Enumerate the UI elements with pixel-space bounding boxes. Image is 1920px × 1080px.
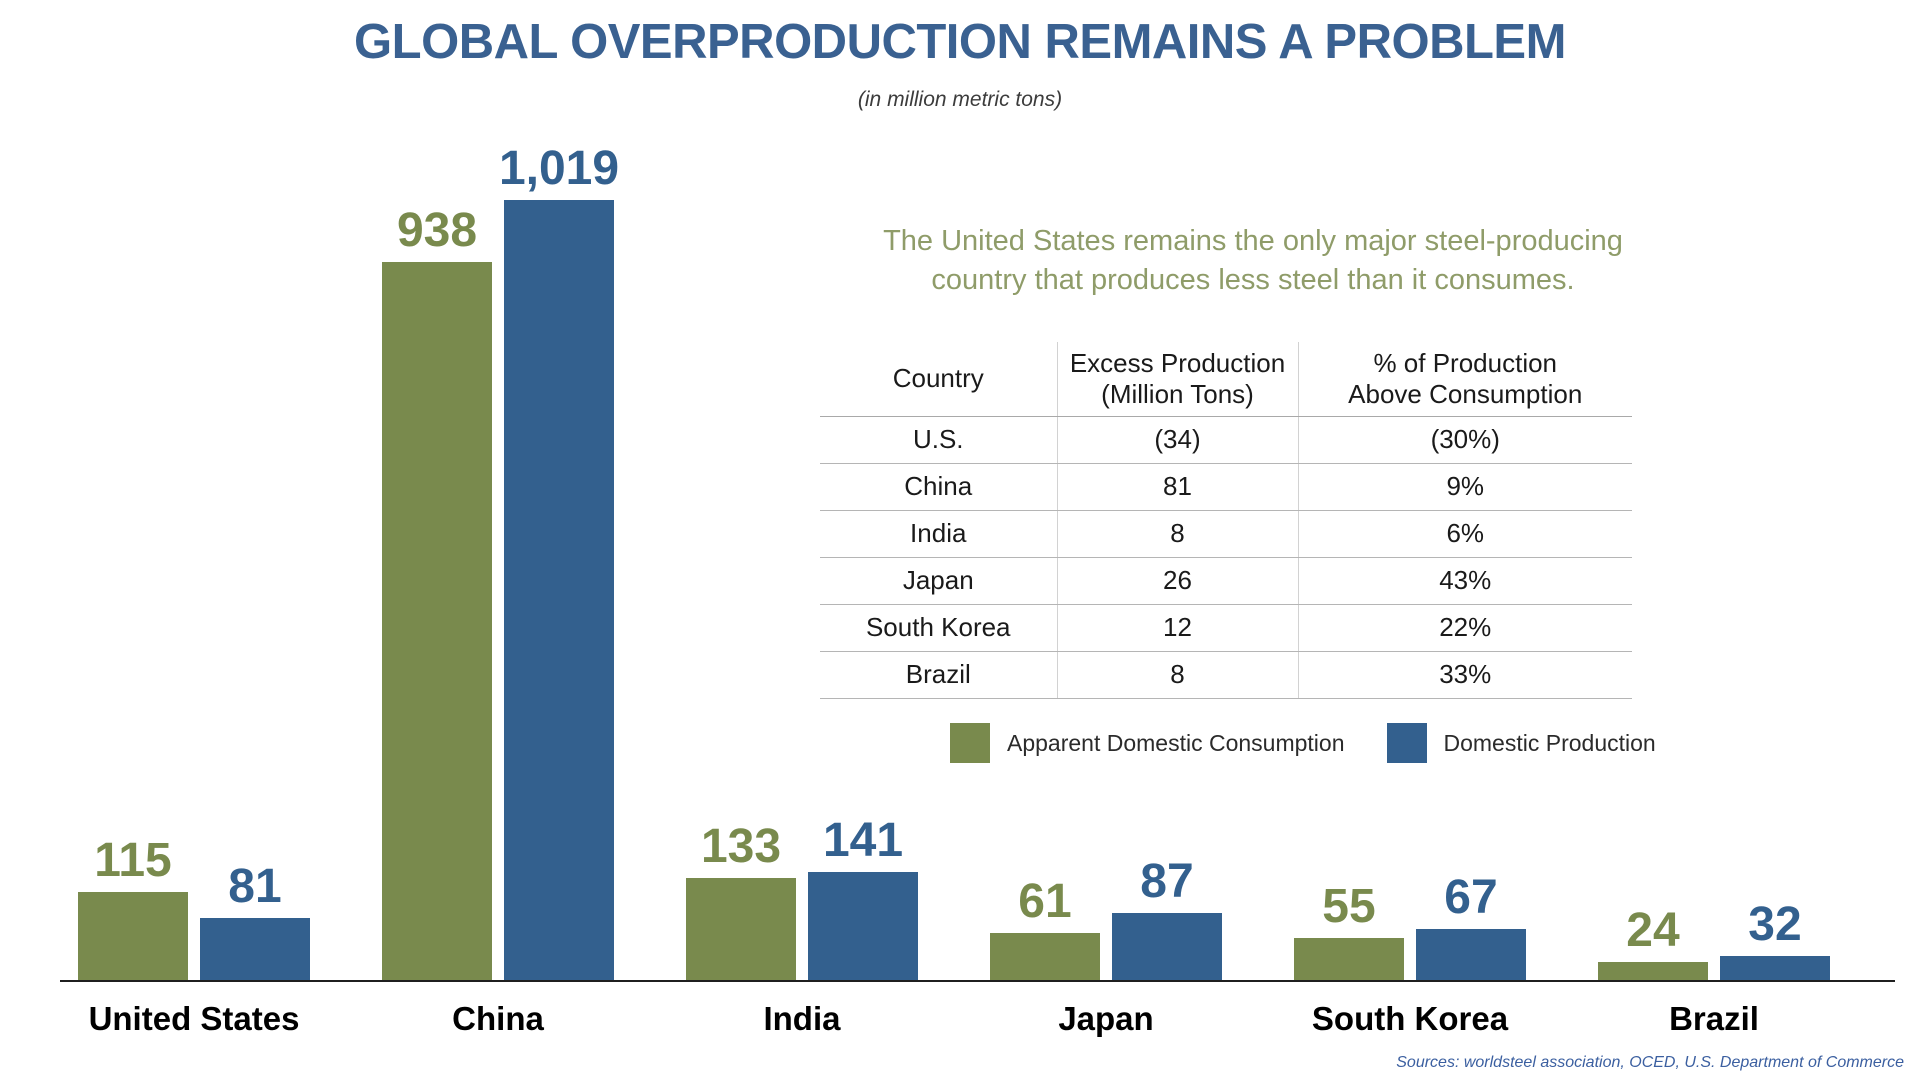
table-cell: India: [820, 510, 1058, 558]
consumption-bar-column: 938: [382, 207, 492, 980]
production-bar: [1720, 956, 1830, 980]
table-cell: Brazil: [820, 651, 1058, 699]
bar-group: 115 81: [78, 837, 310, 980]
table-row: South Korea 12 22%: [820, 604, 1632, 652]
table-row: China 81 9%: [820, 463, 1632, 511]
bar-value-label: 133: [700, 820, 782, 873]
bar-value-label: 1,019: [498, 142, 620, 195]
table-header-row: Country Excess Production (Million Tons)…: [820, 342, 1632, 417]
table-body: U.S. (34) (30%) China 81 9% India 8 6% Japan 26 43%…: [820, 416, 1632, 699]
table-cell: (30%): [1298, 416, 1632, 464]
country-label: India: [763, 1000, 841, 1037]
country-label: South Korea: [1311, 1000, 1509, 1037]
production-bar: [504, 200, 614, 980]
legend-label-consumption: Apparent Domestic Consumption: [1007, 729, 1345, 756]
country-label: Brazil: [1669, 1000, 1759, 1037]
legend: Apparent Domestic Consumption Domestic P…: [950, 723, 1656, 763]
consumption-bar-column: 24: [1598, 907, 1708, 980]
consumption-bar-column: 133: [686, 823, 796, 980]
bar-group: 133 141: [686, 817, 918, 980]
consumption-bar: [382, 262, 492, 980]
bar-value-label: 61: [1018, 875, 1072, 928]
consumption-bar: [686, 878, 796, 980]
consumption-bar: [1598, 962, 1708, 980]
bar-group: 61 87: [990, 858, 1222, 980]
table-cell: 12: [1057, 604, 1299, 652]
table-cell: 81: [1057, 463, 1299, 511]
table-cell: 6%: [1298, 510, 1632, 558]
table-row: Japan 26 43%: [820, 557, 1632, 605]
callout-text: The United States remains the only major…: [883, 225, 1623, 296]
country-label: China: [452, 1000, 544, 1037]
table-header-excess-production: Excess Production (Million Tons): [1057, 342, 1299, 417]
bar-value-label: 67: [1444, 871, 1498, 924]
data-table: Country Excess Production (Million Tons)…: [820, 342, 1632, 699]
chart-subtitle: (in million metric tons): [857, 88, 1063, 111]
table-cell: 33%: [1298, 651, 1632, 699]
table-cell: 43%: [1298, 557, 1632, 605]
table-cell: China: [820, 463, 1058, 511]
production-bar-column: 141: [808, 817, 918, 980]
legend-item-consumption: Apparent Domestic Consumption: [950, 723, 1345, 763]
table-cell: 8: [1057, 510, 1299, 558]
table-cell: (34): [1057, 416, 1299, 464]
bar-value-label: 81: [228, 860, 282, 913]
table-header-country: Country: [820, 342, 1058, 417]
table-row: India 8 6%: [820, 510, 1632, 558]
table-cell: South Korea: [820, 604, 1058, 652]
production-bar-column: 87: [1112, 858, 1222, 980]
bar-value-label: 32: [1748, 898, 1802, 951]
production-bar: [200, 918, 310, 980]
country-label: Japan: [1058, 1000, 1154, 1037]
production-bar-column: 67: [1416, 874, 1526, 980]
table-cell: U.S.: [820, 416, 1058, 464]
table-row: Brazil 8 33%: [820, 651, 1632, 699]
bar-group: 24 32: [1598, 901, 1830, 980]
production-swatch-icon: [1386, 723, 1427, 763]
bar-group: 55 67: [1294, 874, 1526, 980]
legend-item-production: Domestic Production: [1386, 723, 1656, 763]
source-note: Sources: worldsteel association, OCED, U…: [1396, 1054, 1904, 1071]
table-cell: 26: [1057, 557, 1299, 605]
table-header-pct-above-consumption: % of Production Above Consumption: [1298, 342, 1632, 417]
production-bar: [1112, 913, 1222, 980]
table-cell: 9%: [1298, 463, 1632, 511]
legend-label-production: Domestic Production: [1443, 729, 1656, 756]
bar-value-label: 115: [94, 834, 172, 887]
bar-value-label: 141: [822, 814, 904, 867]
bar-value-label: 87: [1140, 855, 1194, 908]
consumption-bar: [1294, 938, 1404, 980]
production-bar: [1416, 929, 1526, 980]
consumption-bar-column: 115: [78, 837, 188, 980]
consumption-swatch-icon: [950, 723, 990, 763]
production-bar-column: 1,019: [499, 145, 619, 980]
consumption-bar: [990, 933, 1100, 980]
bar-value-label: 938: [396, 204, 478, 257]
consumption-bar-column: 61: [990, 878, 1100, 980]
page-title: GLOBAL OVERPRODUCTION REMAINS A PROBLEM: [354, 15, 1566, 69]
table-row: U.S. (34) (30%): [820, 416, 1632, 464]
country-label: United States: [88, 1000, 300, 1037]
bar-value-label: 24: [1626, 904, 1680, 957]
x-axis-line: [60, 980, 1895, 982]
table-cell: Japan: [820, 557, 1058, 605]
bar-group: 938 1,019: [382, 145, 619, 980]
table-cell: 22%: [1298, 604, 1632, 652]
consumption-bar-column: 55: [1294, 883, 1404, 980]
production-bar: [808, 872, 918, 980]
production-bar-column: 81: [200, 863, 310, 980]
consumption-bar: [78, 892, 188, 980]
production-bar-column: 32: [1720, 901, 1830, 980]
bar-value-label: 55: [1322, 880, 1376, 933]
table-cell: 8: [1057, 651, 1299, 699]
